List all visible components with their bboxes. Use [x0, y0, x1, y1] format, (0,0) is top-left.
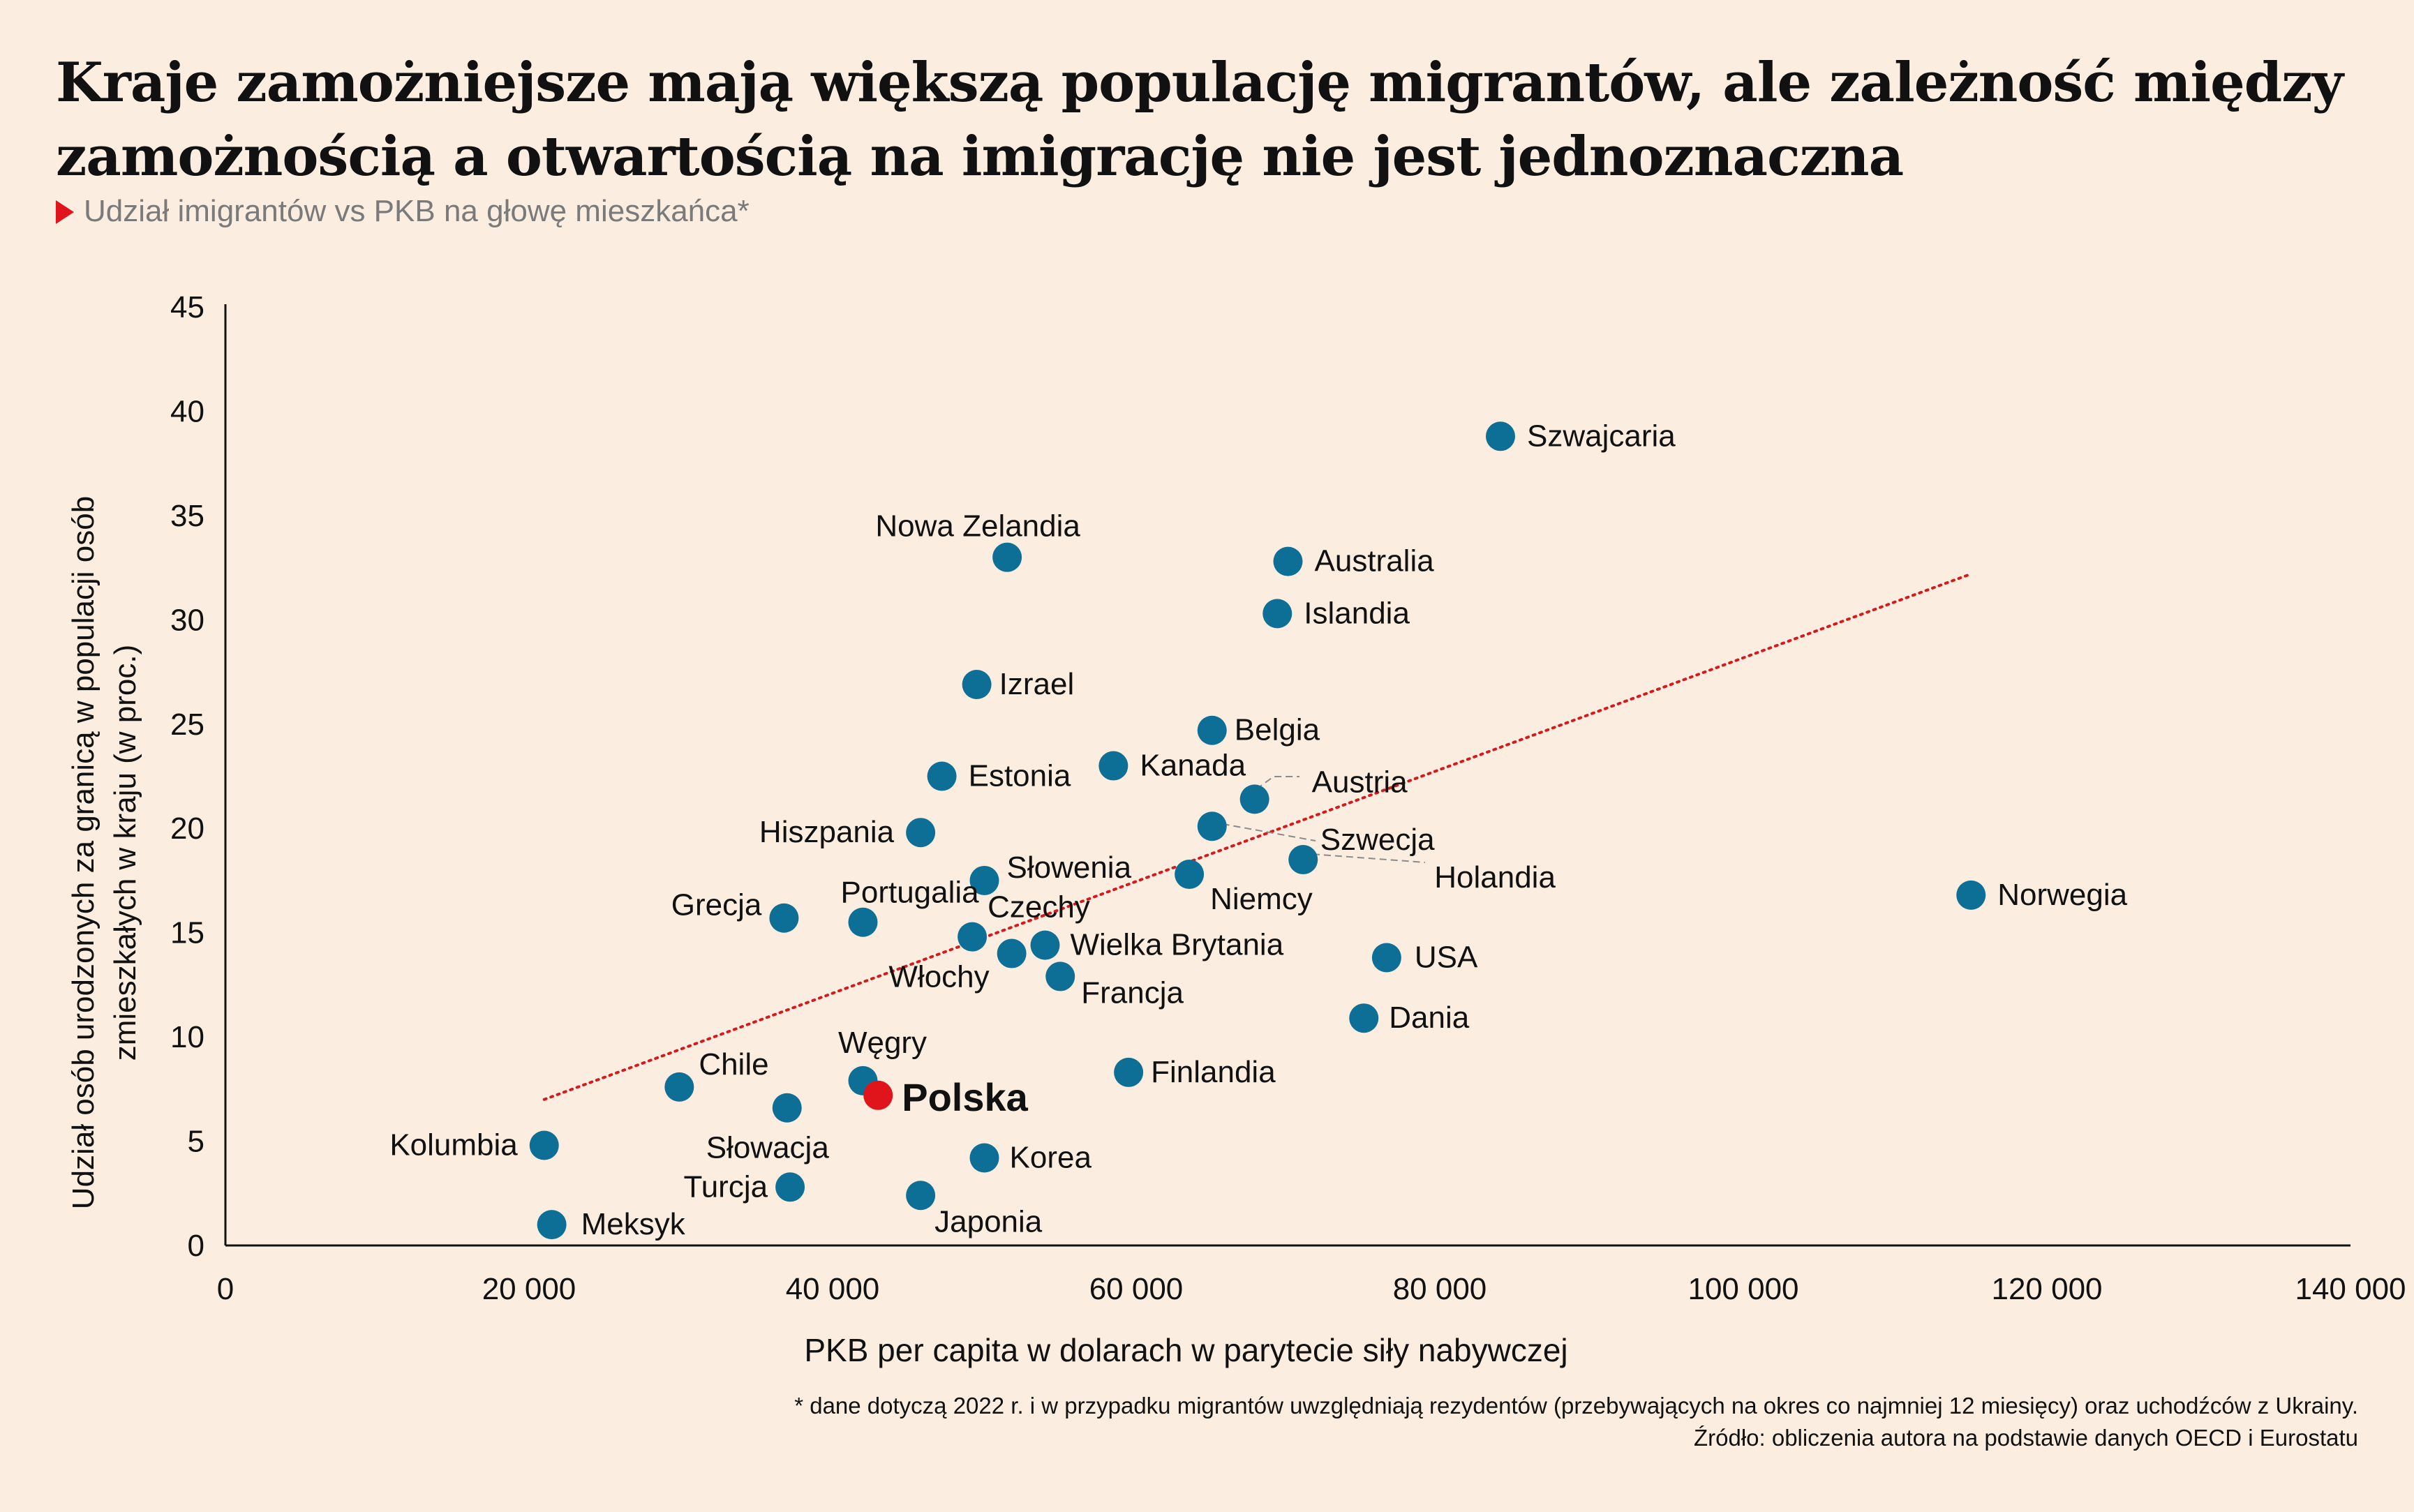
y-tick-label: 20	[170, 811, 204, 846]
point-meksyk	[537, 1210, 567, 1240]
point-label-korea: Korea	[1010, 1140, 1092, 1174]
point-label-szwecja: Szwecja	[1320, 823, 1435, 857]
point-label-kolumbia: Kolumbia	[389, 1128, 518, 1162]
y-tick-label: 40	[170, 394, 204, 428]
point-islandia	[1262, 599, 1292, 629]
x-tick-label: 120 000	[1991, 1272, 2102, 1306]
y-tick-label: 30	[170, 603, 204, 637]
point-label-hiszpania: Hiszpania	[759, 815, 895, 849]
point-turcja	[775, 1172, 805, 1202]
y-tick-label: 25	[170, 708, 204, 742]
point-label-austria: Austria	[1312, 765, 1408, 799]
point-australia	[1273, 546, 1303, 576]
point-korea	[969, 1143, 999, 1173]
point-label-izrael: Izrael	[999, 667, 1075, 701]
footnote: * dane dotyczą 2022 r. i w przypadku mig…	[794, 1393, 2358, 1419]
point-label-nowa-zelandia: Nowa Zelandia	[875, 509, 1080, 544]
x-tick-label: 140 000	[2295, 1272, 2406, 1306]
point-label-japonia: Japonia	[934, 1204, 1043, 1238]
point-hiszpania	[906, 818, 936, 848]
source-note: Źródło: obliczenia autora na podstawie d…	[1693, 1425, 2358, 1451]
point-słowacja	[772, 1093, 802, 1123]
point-label-chile: Chile	[699, 1047, 768, 1081]
point-label-grecja: Grecja	[671, 888, 762, 922]
point-słowenia	[969, 865, 999, 895]
leader-line	[1256, 776, 1299, 790]
point-label-meksyk: Meksyk	[581, 1207, 686, 1241]
point-label-estonia: Estonia	[969, 759, 1071, 793]
x-tick-label: 40 000	[786, 1272, 880, 1306]
y-axis-title: Udział osób urodzonych za granicą w popu…	[66, 495, 142, 1210]
point-czechy	[958, 922, 988, 952]
point-polska	[863, 1080, 893, 1110]
trend-line	[542, 572, 1973, 1101]
point-label-dania: Dania	[1389, 1001, 1469, 1035]
point-label-polska: Polska	[902, 1075, 1028, 1119]
point-label-portugalia: Portugalia	[841, 876, 980, 910]
point-kolumbia	[529, 1130, 559, 1160]
point-wielka-brytania	[1030, 930, 1060, 960]
point-label-węgry: Węgry	[838, 1026, 927, 1060]
point-estonia	[927, 761, 957, 791]
point-belgia	[1197, 715, 1227, 745]
x-axis-title: PKB per capita w dolarach w parytecie si…	[0, 1331, 2414, 1369]
point-label-czechy: Czechy	[988, 890, 1090, 925]
point-label-szwajcaria: Szwajcaria	[1527, 419, 1676, 453]
point-szwecja	[1197, 811, 1227, 841]
point-label-turcja: Turcja	[683, 1169, 768, 1204]
point-niemcy	[1175, 859, 1205, 889]
point-label-słowacja: Słowacja	[706, 1131, 830, 1165]
y-tick-label: 45	[170, 290, 204, 324]
point-portugalia	[848, 907, 878, 937]
chart-subtitle: Udział imigrantów vs PKB na głowę mieszk…	[56, 194, 750, 229]
chart-title: Kraje zamożniejsze mają większą populacj…	[56, 51, 2344, 188]
point-włochy	[997, 938, 1027, 968]
point-label-holandia: Holandia	[1434, 860, 1556, 895]
point-dania	[1349, 1003, 1379, 1033]
x-tick-label: 60 000	[1089, 1272, 1184, 1306]
y-tick-label: 35	[170, 499, 204, 533]
point-label-belgia: Belgia	[1235, 713, 1320, 747]
point-label-islandia: Islandia	[1304, 596, 1410, 630]
y-tick-label: 0	[188, 1229, 204, 1263]
y-tick-label: 15	[170, 916, 204, 950]
point-label-słowenia: Słowenia	[1007, 851, 1132, 885]
x-axis-title-text: PKB per capita w dolarach w parytecie si…	[804, 1332, 1568, 1368]
point-label-niemcy: Niemcy	[1210, 882, 1313, 916]
point-label-usa: USA	[1415, 941, 1478, 975]
point-izrael	[962, 669, 992, 699]
point-norwegia	[1956, 880, 1986, 910]
point-label-włochy: Włochy	[888, 960, 989, 994]
point-label-finlandia: Finlandia	[1151, 1055, 1276, 1089]
chart-subtitle-text: Udział imigrantów vs PKB na głowę mieszk…	[84, 194, 750, 228]
point-label-norwegia: Norwegia	[1997, 878, 2127, 912]
x-tick-label: 0	[217, 1272, 234, 1306]
point-label-francja: Francja	[1081, 975, 1184, 1010]
y-tick-label: 5	[188, 1125, 204, 1159]
x-tick-label: 80 000	[1393, 1272, 1487, 1306]
point-nowa-zelandia	[992, 542, 1022, 572]
triangle-marker-icon	[56, 200, 74, 224]
point-chile	[664, 1072, 694, 1102]
point-holandia	[1288, 845, 1318, 875]
x-tick-label: 100 000	[1687, 1272, 1798, 1306]
point-francja	[1045, 961, 1075, 991]
point-grecja	[769, 903, 799, 933]
point-austria	[1239, 784, 1269, 814]
y-tick-label: 10	[170, 1020, 204, 1054]
point-label-wielka-brytania: Wielka Brytania	[1071, 928, 1284, 962]
point-japonia	[906, 1181, 936, 1211]
point-szwajcaria	[1486, 421, 1515, 451]
point-label-australia: Australia	[1315, 544, 1435, 578]
point-kanada	[1098, 751, 1128, 781]
point-usa	[1371, 943, 1401, 973]
x-tick-label: 20 000	[482, 1272, 576, 1306]
leader-line	[1211, 821, 1316, 841]
point-finlandia	[1114, 1057, 1144, 1087]
point-label-kanada: Kanada	[1140, 749, 1246, 783]
leader-line	[1301, 853, 1426, 863]
